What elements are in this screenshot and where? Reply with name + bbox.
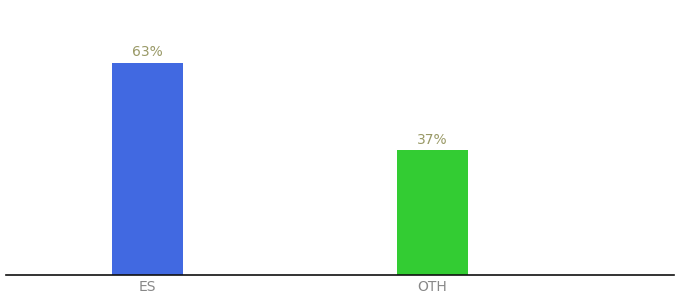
- Text: 37%: 37%: [418, 133, 448, 147]
- Text: 63%: 63%: [133, 45, 163, 59]
- Bar: [397, 150, 468, 275]
- Bar: [112, 63, 184, 275]
